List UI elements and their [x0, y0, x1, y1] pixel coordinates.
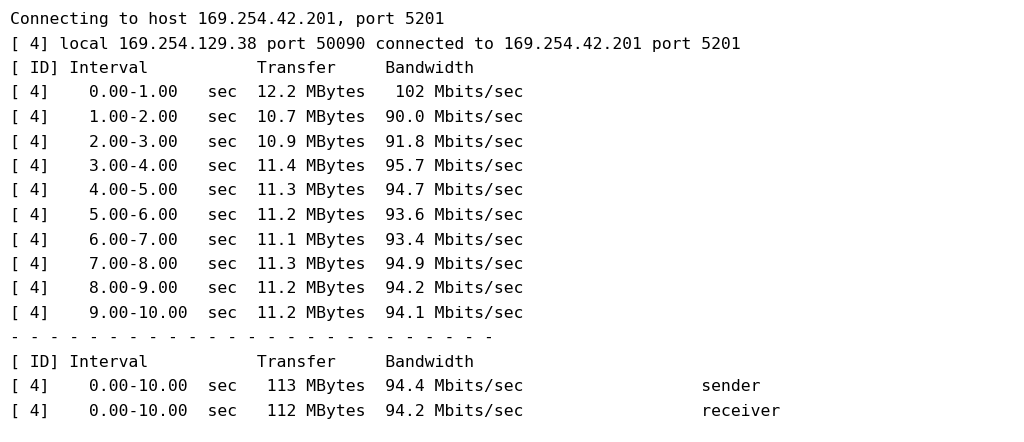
Text: Connecting to host 169.254.42.201, port 5201: Connecting to host 169.254.42.201, port …	[10, 12, 444, 27]
Text: [ 4]    4.00-5.00   sec  11.3 MBytes  94.7 Mbits/sec: [ 4] 4.00-5.00 sec 11.3 MBytes 94.7 Mbit…	[10, 183, 523, 198]
Text: [ 4]    2.00-3.00   sec  10.9 MBytes  91.8 Mbits/sec: [ 4] 2.00-3.00 sec 10.9 MBytes 91.8 Mbit…	[10, 134, 523, 149]
Text: [ 4]    9.00-10.00  sec  11.2 MBytes  94.1 Mbits/sec: [ 4] 9.00-10.00 sec 11.2 MBytes 94.1 Mbi…	[10, 306, 523, 321]
Text: [ ID] Interval           Transfer     Bandwidth: [ ID] Interval Transfer Bandwidth	[10, 61, 474, 76]
Text: [ 4] local 169.254.129.38 port 50090 connected to 169.254.42.201 port 5201: [ 4] local 169.254.129.38 port 50090 con…	[10, 37, 740, 52]
Text: [ ID] Interval           Transfer     Bandwidth: [ ID] Interval Transfer Bandwidth	[10, 355, 474, 370]
Text: [ 4]    7.00-8.00   sec  11.3 MBytes  94.9 Mbits/sec: [ 4] 7.00-8.00 sec 11.3 MBytes 94.9 Mbit…	[10, 257, 523, 272]
Text: [ 4]    0.00-10.00  sec   113 MBytes  94.4 Mbits/sec                  sender: [ 4] 0.00-10.00 sec 113 MBytes 94.4 Mbit…	[10, 380, 761, 395]
Text: [ 4]    0.00-10.00  sec   112 MBytes  94.2 Mbits/sec                  receiver: [ 4] 0.00-10.00 sec 112 MBytes 94.2 Mbit…	[10, 404, 780, 419]
Text: [ 4]    3.00-4.00   sec  11.4 MBytes  95.7 Mbits/sec: [ 4] 3.00-4.00 sec 11.4 MBytes 95.7 Mbit…	[10, 159, 523, 174]
Text: [ 4]    1.00-2.00   sec  10.7 MBytes  90.0 Mbits/sec: [ 4] 1.00-2.00 sec 10.7 MBytes 90.0 Mbit…	[10, 110, 523, 125]
Text: [ 4]    5.00-6.00   sec  11.2 MBytes  93.6 Mbits/sec: [ 4] 5.00-6.00 sec 11.2 MBytes 93.6 Mbit…	[10, 208, 523, 223]
Text: - - - - - - - - - - - - - - - - - - - - - - - - -: - - - - - - - - - - - - - - - - - - - - …	[10, 331, 494, 346]
Text: [ 4]    6.00-7.00   sec  11.1 MBytes  93.4 Mbits/sec: [ 4] 6.00-7.00 sec 11.1 MBytes 93.4 Mbit…	[10, 232, 523, 248]
Text: [ 4]    8.00-9.00   sec  11.2 MBytes  94.2 Mbits/sec: [ 4] 8.00-9.00 sec 11.2 MBytes 94.2 Mbit…	[10, 282, 523, 297]
Text: [ 4]    0.00-1.00   sec  12.2 MBytes   102 Mbits/sec: [ 4] 0.00-1.00 sec 12.2 MBytes 102 Mbits…	[10, 85, 523, 100]
